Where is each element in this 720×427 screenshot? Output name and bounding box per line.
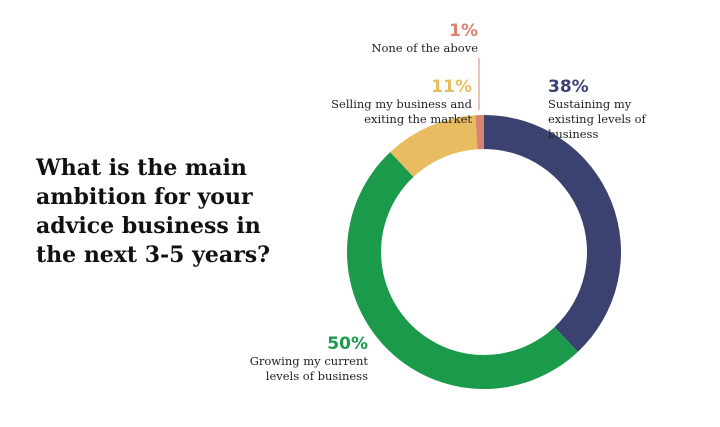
segment-label: 1% None of the above bbox=[340, 21, 478, 56]
value-label: 1% bbox=[449, 21, 478, 41]
category-label: Selling my business and exiting the mark… bbox=[331, 97, 472, 126]
donut-segment bbox=[475, 115, 484, 150]
value-label: 11% bbox=[431, 77, 472, 97]
segment-label: 38% Sustaining my existing levels of busi… bbox=[548, 77, 678, 142]
chart-title: What is the main ambition for your advic… bbox=[36, 155, 271, 268]
donut-segment bbox=[484, 115, 621, 352]
category-label: Sustaining my existing levels of busines… bbox=[548, 97, 646, 141]
category-label: Growing my current levels of business bbox=[249, 354, 368, 383]
donut-segment bbox=[390, 115, 478, 177]
value-label: 50% bbox=[327, 334, 368, 354]
value-label: 38% bbox=[548, 77, 589, 97]
segment-label: 50% Growing my current levels of business bbox=[220, 334, 368, 384]
segment-label: 11% Selling my business and exiting the m… bbox=[290, 77, 472, 127]
category-label: None of the above bbox=[371, 41, 478, 55]
donut-segment bbox=[347, 152, 578, 389]
